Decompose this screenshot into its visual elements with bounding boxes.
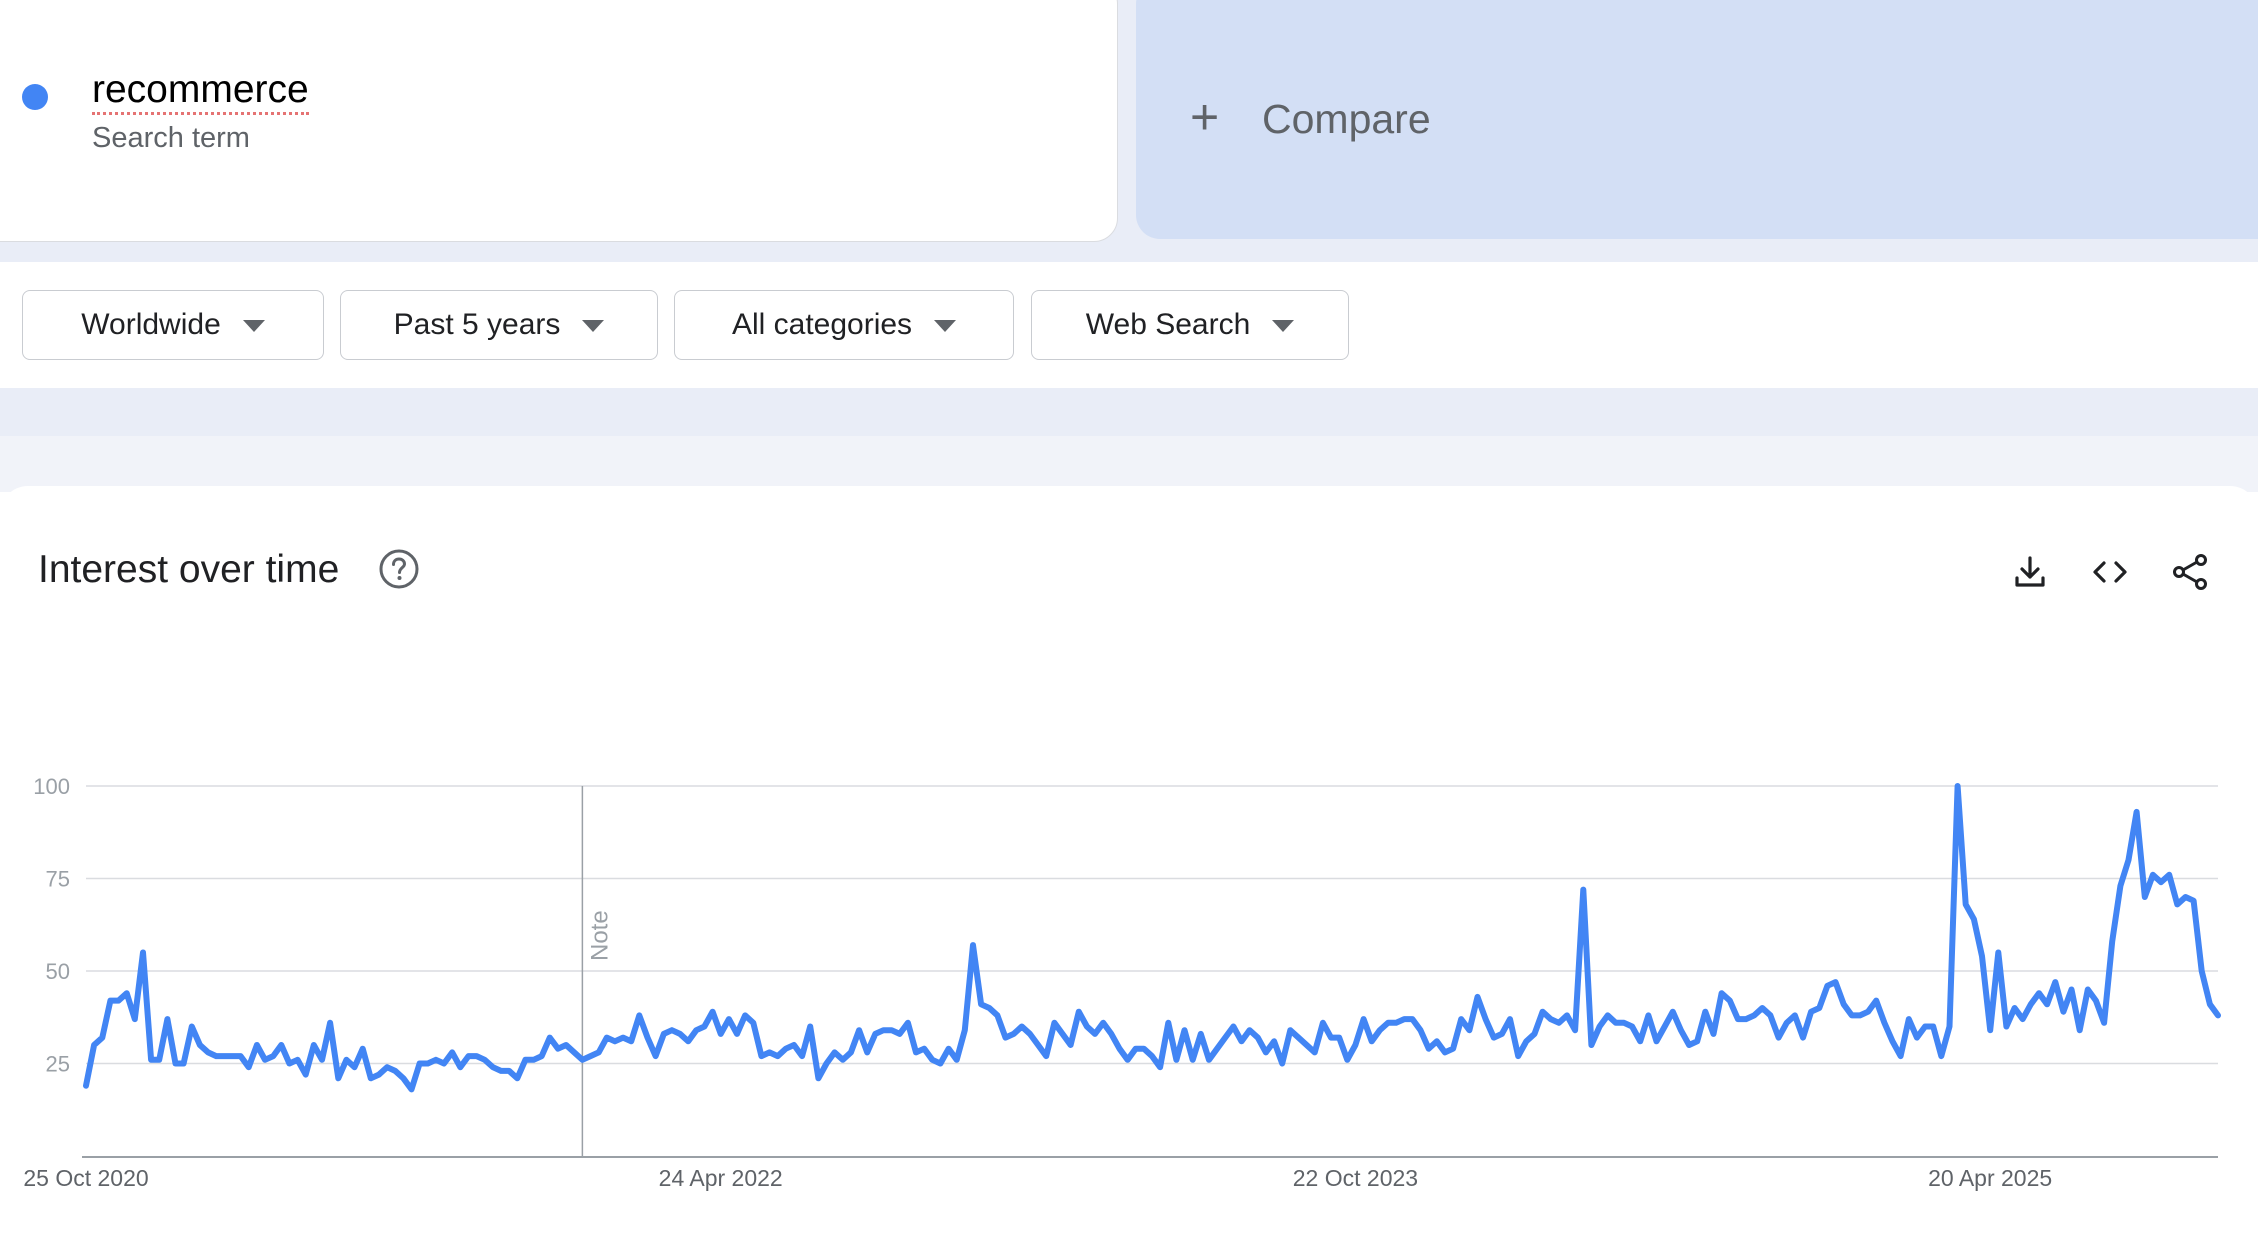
series-line[interactable]	[83, 783, 2221, 1093]
filter-location[interactable]: Worldwide	[22, 290, 324, 360]
y-tick-label: 75	[46, 867, 70, 892]
filter-category[interactable]: All categories	[674, 290, 1014, 360]
note-label[interactable]: Note	[586, 910, 613, 961]
compare-label[interactable]: Compare	[1262, 96, 1431, 142]
embed-code-icon[interactable]	[2090, 552, 2130, 592]
interest-over-time-card	[0, 486, 2258, 1250]
divider-band	[0, 388, 2258, 436]
caret-down-icon	[934, 320, 957, 332]
x-tick-label: 20 Apr 2025	[1928, 1165, 2052, 1191]
caret-down-icon	[582, 320, 605, 332]
chart-grid: 25 50 75 100	[33, 774, 2218, 1077]
x-axis: 25 Oct 2020 24 Apr 2022 22 Oct 2023 20 Apr …	[23, 1156, 2218, 1191]
filter-category-label: All categories	[731, 308, 913, 341]
y-tick-label: 50	[46, 959, 70, 984]
search-term-name[interactable]: recommerce	[92, 70, 309, 115]
chart-series[interactable]	[83, 783, 2221, 1093]
download-icon[interactable]	[2010, 552, 2050, 592]
search-term-card[interactable]	[0, 0, 1118, 242]
filter-search-type[interactable]: Web Search	[1031, 290, 1349, 360]
filter-location-label: Worldwide	[81, 308, 221, 341]
x-tick-label: 24 Apr 2022	[659, 1165, 783, 1191]
compare-card[interactable]	[1136, 0, 2258, 239]
divider-band-light	[0, 436, 2258, 492]
y-tick-label: 25	[46, 1052, 70, 1077]
x-tick-label: 22 Oct 2023	[1293, 1165, 1418, 1191]
chart-note: Note	[581, 786, 613, 1156]
y-tick-label: 100	[33, 774, 70, 799]
filter-time-range-label: Past 5 years	[393, 308, 561, 341]
help-icon[interactable]	[378, 548, 420, 590]
x-tick-label: 25 Oct 2020	[23, 1165, 148, 1191]
search-term-type: Search term	[92, 122, 250, 154]
line-chart: 25 50 75 100 Note 25 Oct 2020 24 Apr 2022 22 …	[23, 774, 2221, 1191]
series-color-dot	[22, 84, 48, 110]
caret-down-icon	[1272, 320, 1295, 332]
share-icon[interactable]	[2170, 552, 2210, 592]
panel-title: Interest over time	[38, 548, 340, 591]
filter-time-range[interactable]: Past 5 years	[340, 290, 658, 360]
caret-down-icon	[242, 320, 265, 332]
filter-search-type-label: Web Search	[1085, 308, 1251, 341]
plus-icon[interactable]: +	[1190, 89, 1220, 145]
